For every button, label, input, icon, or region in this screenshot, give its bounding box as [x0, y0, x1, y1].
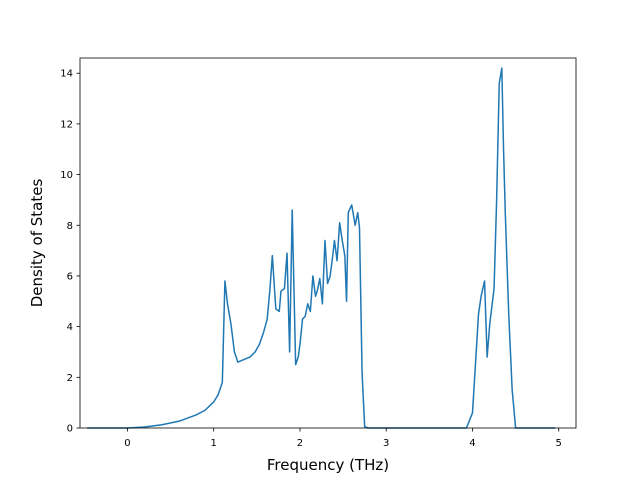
x-tick-label: 0 [124, 438, 130, 449]
y-axis: 0 2 4 6 8 10 12 14 [60, 69, 80, 435]
plot-area [79, 57, 577, 429]
y-tick-label: 4 [67, 322, 73, 333]
y-tick-label: 12 [60, 119, 73, 130]
x-axis-label: Frequency (THz) [267, 456, 389, 474]
x-axis: 0 1 2 3 4 5 [124, 428, 562, 449]
y-tick-label: 6 [67, 271, 73, 282]
x-tick-label: 4 [469, 438, 475, 449]
y-axis-label: Density of States [28, 179, 46, 308]
y-tick-label: 0 [67, 424, 73, 435]
axes-frame [79, 57, 577, 429]
dos-series-line [87, 67, 556, 429]
x-tick-label: 2 [297, 438, 303, 449]
y-tick-label: 10 [60, 170, 73, 181]
y-tick-label: 14 [60, 69, 73, 80]
y-tick-label: 8 [67, 221, 73, 232]
x-tick-label: 1 [211, 438, 217, 449]
x-tick-label: 3 [383, 438, 389, 449]
y-tick-label: 2 [67, 373, 73, 384]
x-tick-label: 5 [556, 438, 562, 449]
